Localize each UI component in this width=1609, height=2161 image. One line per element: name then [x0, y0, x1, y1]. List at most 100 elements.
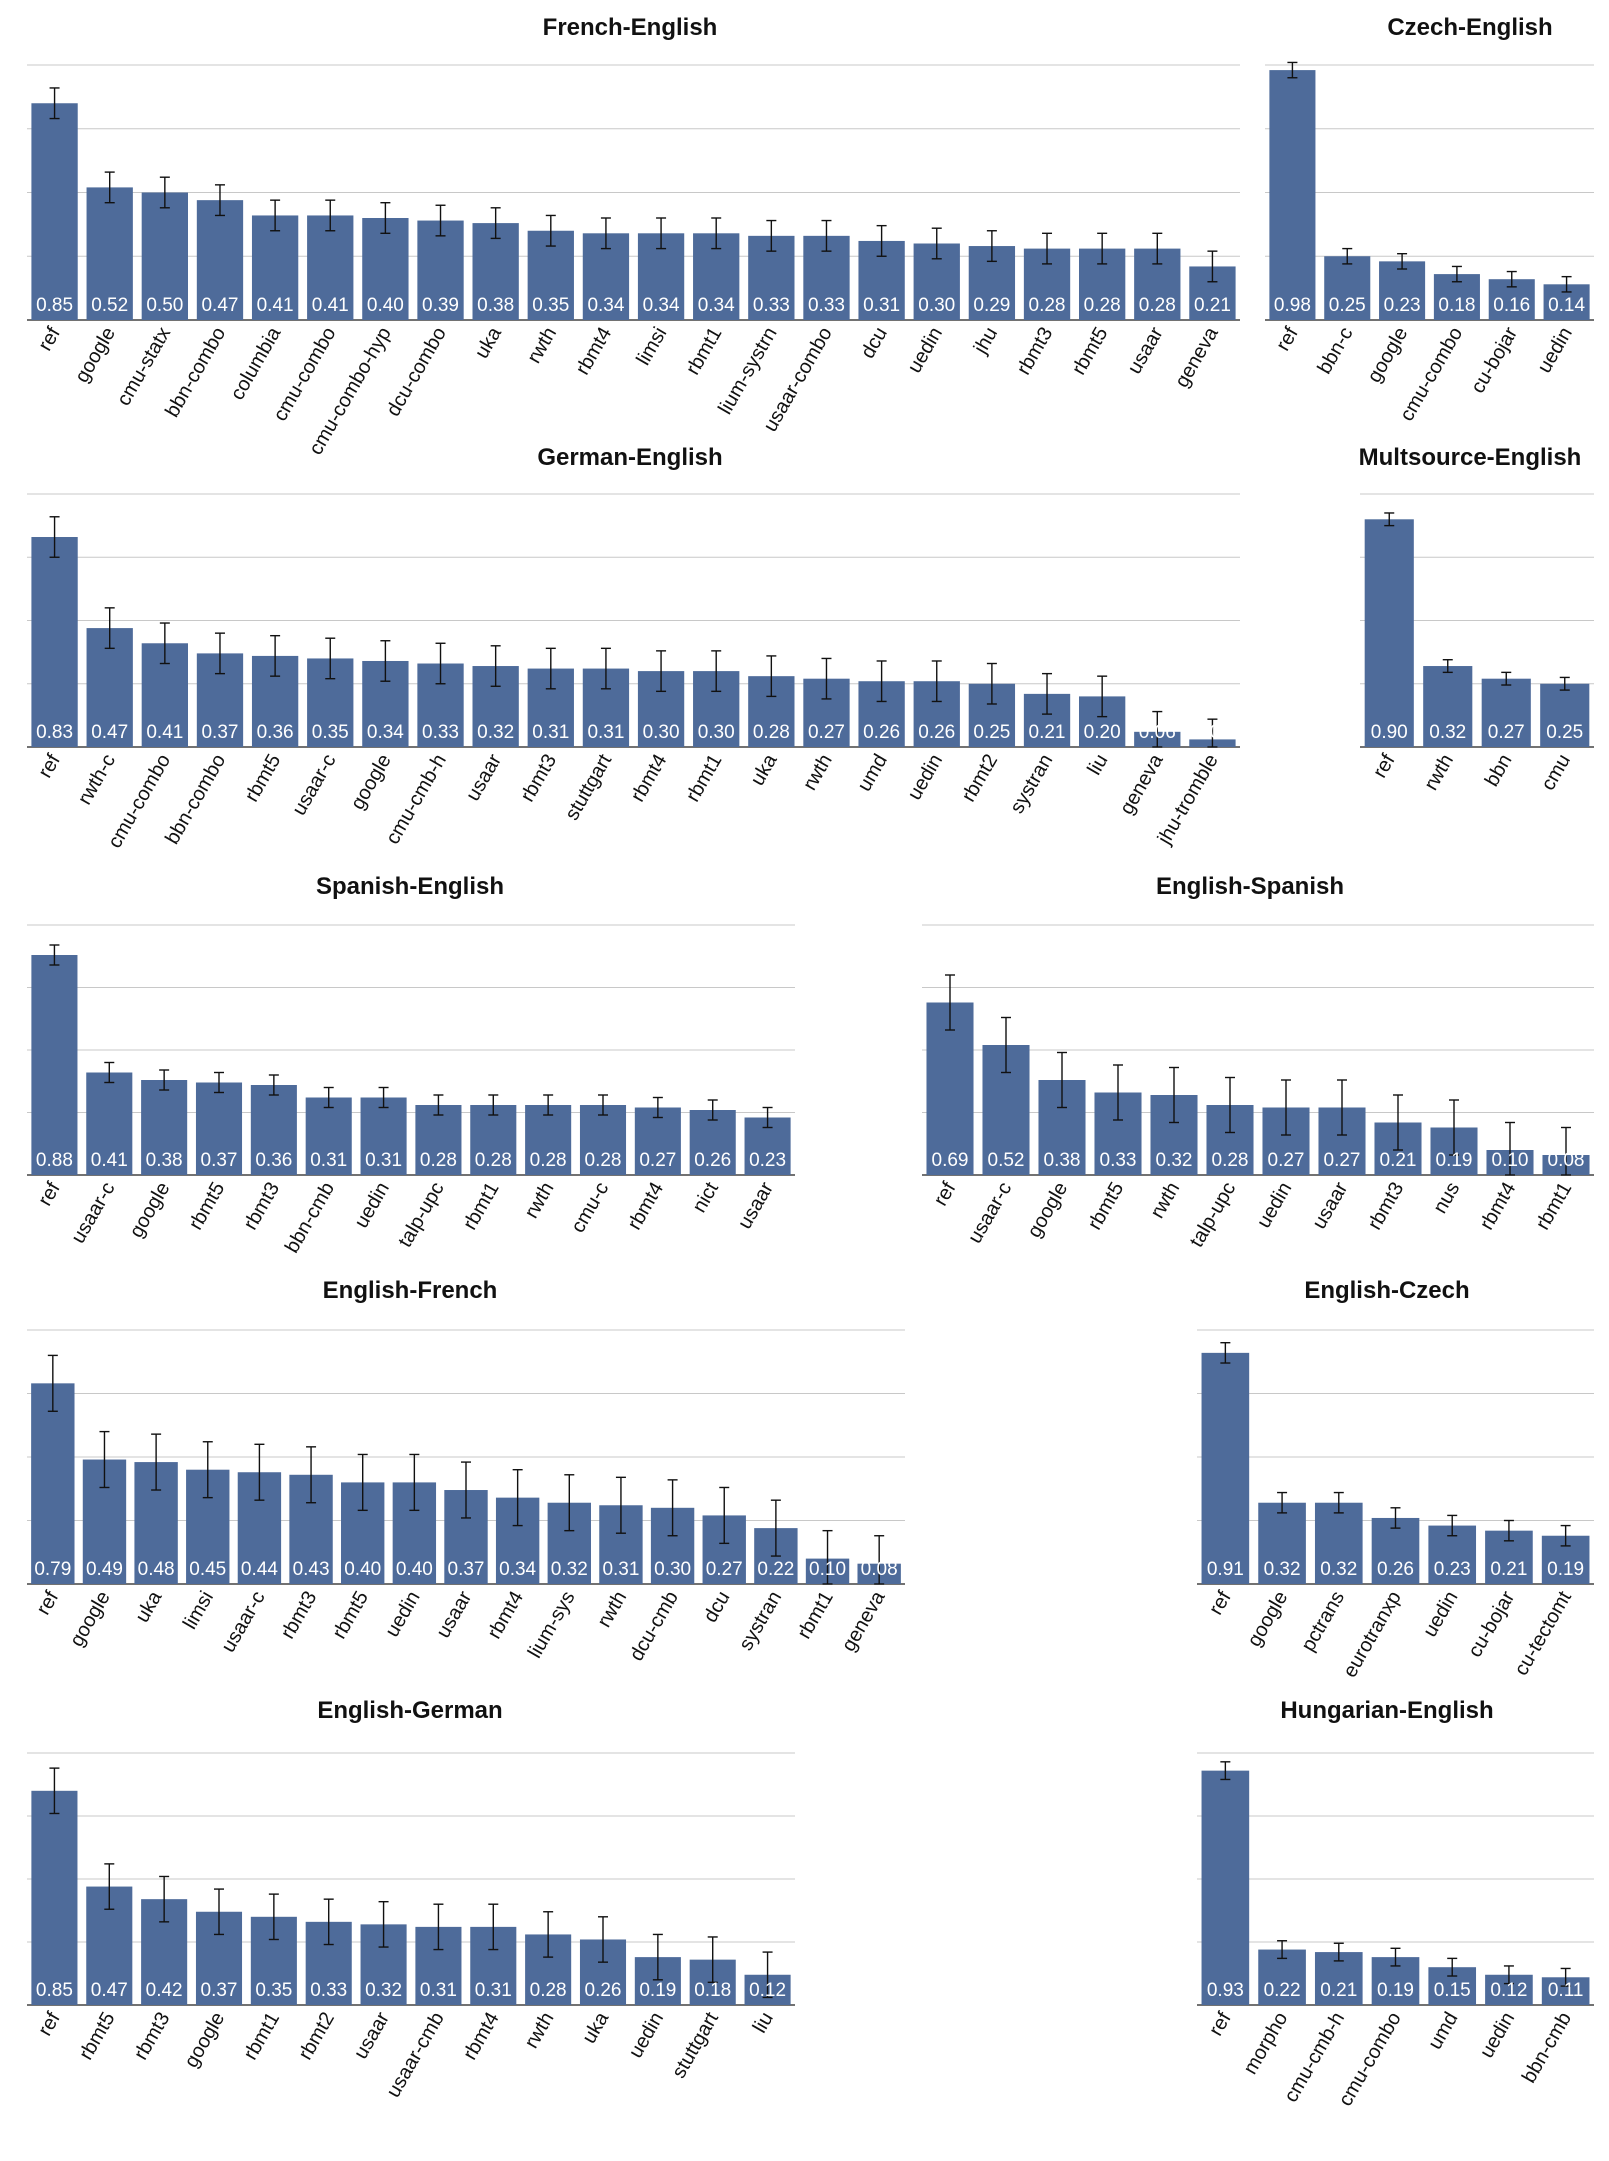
tick-label: rwth	[521, 1179, 559, 1223]
bar-eurotranxp	[1371, 1517, 1420, 1584]
data-label: 0.31	[475, 1980, 512, 2001]
tick-label: usaar-c	[288, 751, 340, 820]
data-label: 0.28	[753, 722, 790, 743]
data-label: 0.41	[146, 722, 183, 743]
data-label: 0.52	[91, 295, 128, 316]
data-label: 0.31	[532, 722, 569, 743]
data-label: 0.44	[241, 1559, 278, 1580]
tick-label: cmu	[1537, 751, 1575, 795]
tick-label: rbmt5	[185, 1179, 230, 1234]
tick-label: google	[66, 1588, 115, 1651]
data-label: 0.37	[448, 1559, 485, 1580]
tick-label: uedin	[381, 1588, 425, 1641]
tick-label: morpho	[1239, 2009, 1292, 2079]
data-label: 0.21	[1380, 1150, 1417, 1171]
data-label: 0.22	[1264, 1980, 1301, 2001]
tick-label: google	[1243, 1588, 1292, 1651]
tick-label: usaar	[1124, 323, 1168, 378]
data-label: 0.35	[312, 722, 349, 743]
data-label: 0.27	[808, 722, 845, 743]
data-label: 0.23	[1434, 1559, 1471, 1580]
tick-label: ref	[34, 2008, 65, 2040]
data-label: 0.32	[1264, 1559, 1301, 1580]
tick-label: usaar	[734, 1178, 778, 1233]
tick-label: rbmt3	[240, 1179, 285, 1234]
bar-rbmt3	[250, 1085, 297, 1175]
data-label: 0.40	[367, 295, 404, 316]
tick-label: dcu	[699, 1588, 734, 1627]
data-label: 0.47	[91, 722, 128, 743]
tick-label: talp-upc	[394, 1179, 449, 1252]
tick-label: jhu	[969, 324, 1002, 359]
data-label: 0.16	[1493, 295, 1530, 316]
bar-pctrans	[1314, 1502, 1363, 1584]
data-label: 0.30	[654, 1559, 691, 1580]
tick-label: talp-upc	[1186, 1179, 1241, 1252]
tick-label: geneva	[1171, 323, 1223, 392]
tick-label: rwth	[521, 2009, 559, 2053]
data-label: 0.33	[310, 1980, 347, 2001]
tick-label: ref	[1272, 323, 1303, 355]
bar-google	[141, 1080, 188, 1175]
data-label: 0.27	[706, 1559, 743, 1580]
data-label: 0.32	[1320, 1559, 1357, 1580]
tick-label: ref	[1205, 1587, 1236, 1619]
data-label: 0.34	[643, 295, 680, 316]
bar-ref	[31, 955, 78, 1175]
tick-label: uedin	[1533, 324, 1577, 377]
data-label: 0.49	[86, 1559, 123, 1580]
tick-label: usaar	[350, 2008, 394, 2063]
bar-rwth	[1423, 666, 1473, 747]
data-label: 0.28	[475, 1150, 512, 1171]
data-label: 0.19	[1547, 1559, 1584, 1580]
tick-label: rbmt4	[459, 2009, 504, 2064]
tick-label: rbmt3	[1013, 324, 1058, 379]
data-label: 0.28	[530, 1980, 567, 2001]
tick-label: limsi	[632, 324, 671, 370]
data-label: 0.06	[1139, 722, 1176, 743]
tick-label: rbmt4	[572, 324, 617, 379]
data-label: 0.28	[1212, 1150, 1249, 1171]
tick-label: eurotranxp	[1339, 1588, 1406, 1682]
chart-title: English-French	[323, 1277, 498, 1304]
data-label: 0.28	[585, 1150, 622, 1171]
data-label: 0.27	[1324, 1150, 1361, 1171]
data-label: 0.31	[587, 722, 624, 743]
chart-title: English-Czech	[1304, 1277, 1469, 1304]
chart-multsource-english: Multsource-English 0.90 ref 0.32 rwth 0.27 bbn…	[1359, 444, 1594, 794]
data-label: 0.37	[201, 1980, 238, 2001]
tick-label: uka	[471, 323, 507, 363]
tick-label: cu-bojar	[1467, 323, 1522, 397]
data-label: 0.37	[201, 1150, 238, 1171]
data-label: 0.23	[749, 1150, 786, 1171]
data-label: 0.50	[146, 295, 183, 316]
data-label: 0.27	[1488, 722, 1525, 743]
tick-label: nict	[688, 1178, 723, 1216]
chart-title: English-German	[317, 1697, 502, 1724]
chart-title: French-English	[543, 14, 718, 41]
data-label: 0.52	[988, 1150, 1025, 1171]
bar-bbn	[1481, 678, 1531, 747]
data-label: 0.26	[1377, 1559, 1414, 1580]
tick-label: bbn-cmb	[281, 1179, 339, 1257]
data-label: 0.37	[201, 722, 238, 743]
bar-columbia	[251, 215, 299, 320]
bar-uka	[472, 223, 519, 320]
data-label: 0.32	[1429, 722, 1466, 743]
data-label: 0.31	[863, 295, 900, 316]
data-label: 0.47	[201, 295, 238, 316]
tick-label: lium-sys	[524, 1588, 580, 1663]
tick-label: rbmt1	[682, 751, 727, 806]
data-label: 0.32	[477, 722, 514, 743]
data-label: 0.34	[698, 295, 735, 316]
bar-google	[1258, 1502, 1306, 1584]
data-label: 0.21	[1320, 1980, 1357, 2001]
data-label: 0.26	[918, 722, 955, 743]
tick-label: google	[1363, 324, 1412, 387]
data-label: 0.18	[694, 1980, 731, 2001]
tick-label: rbmt2	[958, 751, 1003, 806]
tick-label: ref	[34, 323, 65, 355]
data-label: 0.36	[257, 722, 294, 743]
data-label: 0.22	[757, 1559, 794, 1580]
